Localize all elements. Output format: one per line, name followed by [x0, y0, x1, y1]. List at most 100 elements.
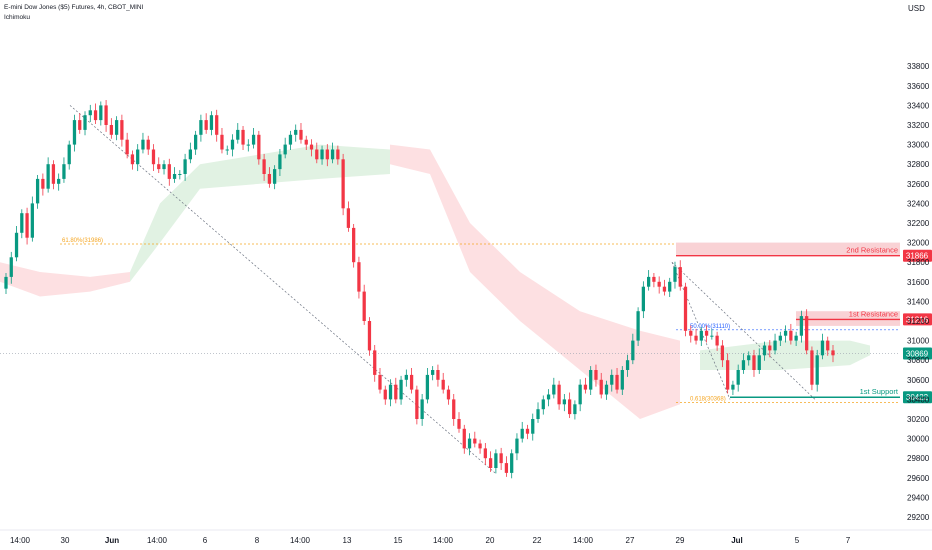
candle	[578, 379, 582, 412]
candle	[215, 109, 219, 142]
candle	[589, 366, 593, 395]
price-badge-text: 31216	[906, 315, 929, 324]
candle	[757, 348, 761, 374]
y-tick-label: 31600	[907, 278, 930, 287]
y-tick-label: 32000	[907, 239, 930, 248]
candle-body	[694, 335, 698, 341]
y-tick-label: 30000	[907, 435, 930, 444]
candle-body	[30, 203, 34, 238]
candle-body	[167, 164, 171, 179]
candle	[799, 310, 804, 343]
candle-body	[636, 311, 640, 341]
price-badge-text: 31866	[906, 252, 929, 261]
candle-body	[747, 355, 751, 361]
candle-body	[273, 169, 277, 184]
candle	[704, 325, 709, 343]
candle-body	[536, 409, 540, 419]
candle-body	[404, 374, 408, 380]
candle	[683, 282, 688, 337]
resistance-zone	[676, 242, 900, 256]
candle-body	[136, 149, 140, 165]
candle-body	[531, 419, 535, 434]
resistance-zone	[796, 311, 900, 326]
candle	[394, 377, 398, 404]
cloud-bearish	[0, 262, 130, 297]
candle	[546, 389, 551, 407]
candle	[673, 261, 677, 289]
x-tick-label: 6	[203, 536, 208, 545]
candle-body	[805, 316, 809, 351]
candle	[741, 353, 746, 374]
candle-body	[304, 139, 308, 145]
trend-line	[69, 105, 496, 474]
y-tick-label: 29400	[907, 493, 930, 502]
candle-body	[104, 105, 108, 125]
candle	[525, 424, 530, 440]
candle	[93, 103, 98, 125]
candle	[78, 113, 82, 134]
x-tick-label: 14:00	[147, 536, 168, 545]
candle	[567, 392, 572, 419]
candle	[162, 160, 166, 175]
candle	[736, 364, 740, 392]
candle-body	[599, 379, 603, 395]
candle-body	[678, 267, 682, 287]
candle-body	[546, 394, 551, 400]
candle	[67, 140, 71, 170]
candle	[262, 153, 266, 181]
candle-body	[726, 360, 730, 390]
candle	[41, 173, 45, 196]
y-tick-label: 33600	[907, 82, 930, 91]
candle-body	[831, 350, 835, 356]
candle	[420, 394, 424, 426]
candle	[647, 270, 651, 291]
candle	[157, 157, 161, 174]
candle	[325, 144, 329, 167]
candle	[46, 157, 50, 193]
y-tick-label: 32800	[907, 160, 930, 169]
candle	[99, 101, 103, 126]
candle	[136, 144, 140, 172]
candle-body	[35, 178, 40, 204]
x-tick-label: 14:00	[290, 536, 311, 545]
candle	[773, 333, 777, 355]
candle-body	[699, 330, 703, 341]
candle-body	[510, 453, 514, 473]
candle-body	[162, 164, 166, 170]
candle-body	[567, 399, 572, 415]
candle	[4, 272, 8, 295]
candle	[452, 394, 456, 426]
y-tick-label: 30600	[907, 376, 930, 385]
candle	[636, 307, 640, 346]
y-tick-label: 31800	[907, 258, 930, 267]
candle	[341, 153, 345, 216]
x-tick-label: 15	[394, 536, 403, 545]
candle	[388, 379, 393, 407]
candle	[288, 130, 293, 150]
candle-body	[251, 134, 256, 145]
candle-body	[151, 149, 156, 165]
candle-body	[367, 321, 372, 351]
candle-body	[731, 384, 735, 390]
candle-body	[388, 384, 393, 400]
candle	[14, 225, 19, 262]
candle-body	[362, 291, 366, 321]
candle	[236, 123, 240, 144]
candle-body	[620, 370, 624, 390]
candle	[9, 251, 13, 284]
candle-body	[794, 335, 798, 341]
candle-body	[604, 384, 609, 395]
candle	[330, 142, 335, 164]
candle	[631, 333, 635, 365]
candle-body	[710, 335, 714, 337]
level-label: 1st Support	[860, 387, 899, 396]
fib-label: 61.80%(31986)	[62, 238, 103, 244]
candle-body	[720, 345, 725, 361]
candle-body	[741, 360, 746, 370]
candle	[246, 139, 250, 152]
candle	[652, 272, 656, 288]
candle	[151, 144, 156, 172]
candle-body	[736, 370, 740, 385]
candle	[815, 349, 819, 392]
